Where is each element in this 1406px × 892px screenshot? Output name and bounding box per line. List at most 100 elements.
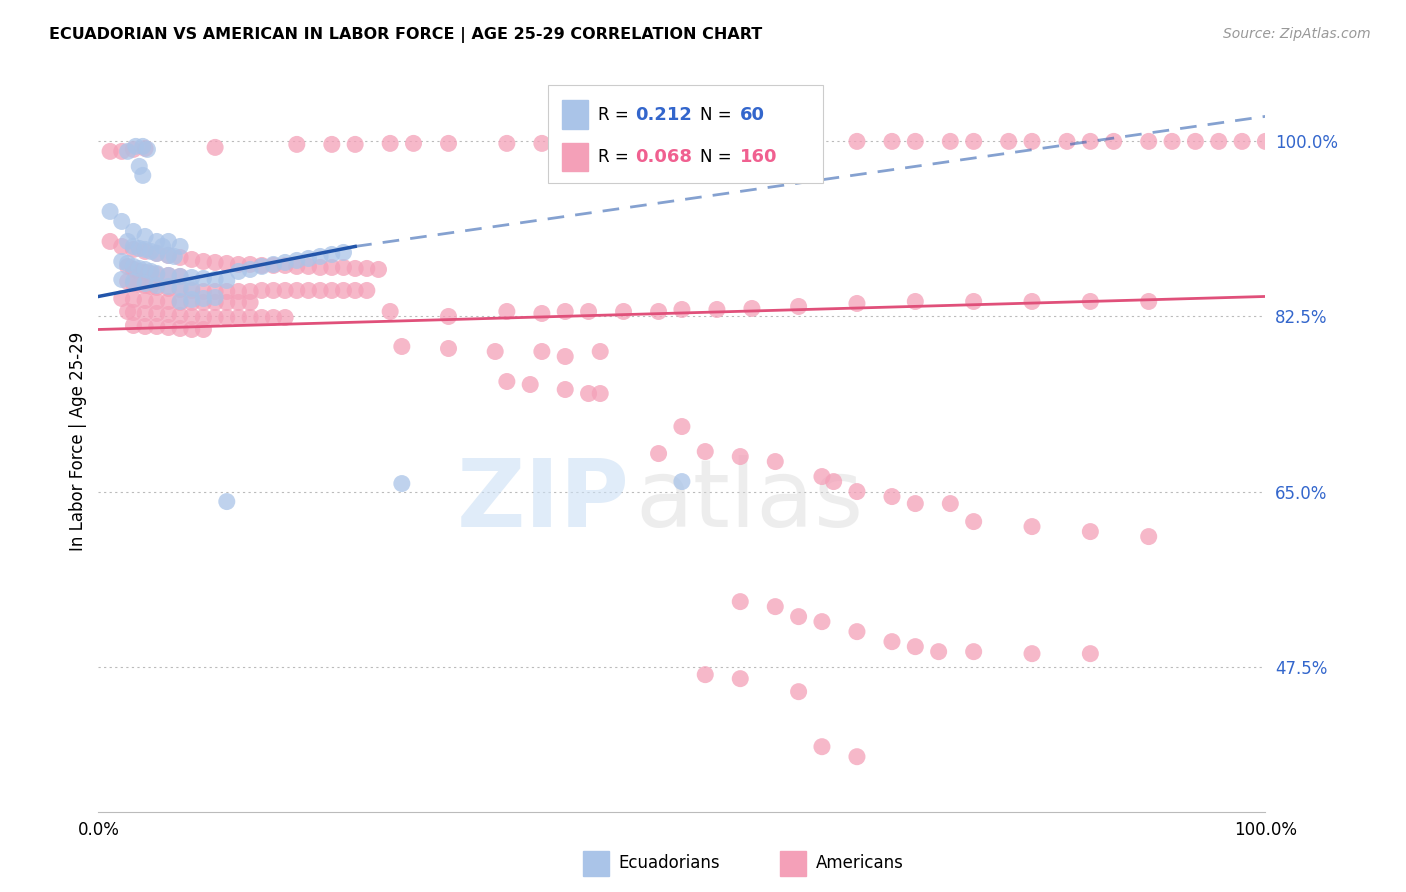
- Point: [215, 273, 238, 287]
- Point: [939, 135, 962, 149]
- Point: [157, 235, 180, 249]
- Text: 0.212: 0.212: [636, 105, 692, 124]
- Point: [332, 260, 354, 275]
- Point: [250, 284, 273, 298]
- Point: [139, 279, 162, 293]
- Point: [117, 304, 139, 318]
- Point: [122, 305, 145, 319]
- Point: [380, 304, 402, 318]
- Point: [228, 295, 250, 310]
- Point: [134, 278, 156, 293]
- Point: [262, 257, 284, 271]
- Text: N =: N =: [700, 148, 731, 166]
- Point: [163, 250, 186, 264]
- Point: [1021, 294, 1043, 309]
- Point: [1080, 135, 1102, 149]
- Point: [1021, 647, 1043, 661]
- Point: [402, 136, 425, 151]
- Point: [1021, 135, 1043, 149]
- Point: [169, 251, 191, 265]
- Point: [180, 293, 202, 307]
- Point: [157, 281, 180, 295]
- Point: [117, 256, 139, 270]
- Point: [1137, 135, 1160, 149]
- Point: [1080, 294, 1102, 309]
- Point: [274, 284, 297, 298]
- Point: [437, 136, 460, 151]
- Point: [904, 497, 927, 511]
- Point: [730, 672, 752, 686]
- Point: [484, 344, 506, 359]
- Text: ZIP: ZIP: [457, 455, 630, 547]
- Point: [589, 136, 612, 151]
- Point: [1021, 519, 1043, 533]
- Point: [117, 235, 139, 249]
- Point: [122, 142, 145, 156]
- Point: [437, 342, 460, 356]
- Point: [169, 280, 191, 294]
- Point: [332, 284, 354, 298]
- Point: [117, 260, 139, 274]
- Point: [193, 285, 215, 299]
- Point: [285, 137, 308, 152]
- Point: [122, 318, 145, 333]
- Text: ECUADORIAN VS AMERICAN IN LABOR FORCE | AGE 25-29 CORRELATION CHART: ECUADORIAN VS AMERICAN IN LABOR FORCE | …: [49, 27, 762, 43]
- Point: [624, 136, 647, 150]
- Point: [274, 259, 297, 273]
- Point: [321, 284, 343, 298]
- Point: [122, 239, 145, 253]
- Point: [763, 599, 786, 614]
- Point: [228, 264, 250, 278]
- Point: [880, 634, 903, 648]
- Point: [391, 339, 413, 353]
- Text: R =: R =: [598, 148, 628, 166]
- Point: [157, 248, 180, 262]
- Point: [356, 284, 378, 298]
- Point: [496, 304, 519, 318]
- Point: [146, 246, 169, 260]
- Point: [823, 475, 845, 489]
- Point: [134, 244, 156, 259]
- Point: [111, 272, 134, 286]
- Point: [321, 247, 343, 261]
- Point: [730, 594, 752, 608]
- Point: [134, 319, 156, 334]
- Point: [122, 243, 145, 257]
- Point: [169, 321, 191, 335]
- Point: [904, 294, 927, 309]
- Point: [1254, 135, 1277, 149]
- Point: [285, 260, 308, 274]
- Point: [332, 245, 354, 260]
- Point: [122, 275, 145, 289]
- Point: [297, 252, 319, 266]
- Text: Americans: Americans: [815, 855, 904, 872]
- Point: [962, 294, 984, 309]
- Point: [554, 304, 576, 318]
- Point: [146, 235, 169, 249]
- Point: [496, 136, 519, 151]
- Point: [811, 615, 834, 629]
- Text: 60: 60: [740, 105, 765, 124]
- Point: [169, 239, 191, 253]
- Point: [962, 135, 984, 149]
- Point: [136, 142, 159, 156]
- Point: [671, 302, 693, 317]
- Point: [215, 256, 238, 270]
- Point: [134, 141, 156, 155]
- Point: [321, 137, 343, 152]
- Point: [1161, 135, 1184, 149]
- Point: [146, 246, 169, 260]
- Point: [787, 684, 810, 698]
- Point: [530, 136, 553, 151]
- Point: [309, 260, 332, 275]
- Point: [250, 259, 273, 273]
- Point: [180, 281, 202, 295]
- Point: [1102, 135, 1125, 149]
- Point: [1208, 135, 1230, 149]
- Point: [578, 304, 600, 318]
- Point: [239, 310, 262, 325]
- Point: [589, 386, 612, 401]
- Point: [111, 292, 134, 306]
- Point: [128, 261, 150, 276]
- Point: [204, 310, 226, 325]
